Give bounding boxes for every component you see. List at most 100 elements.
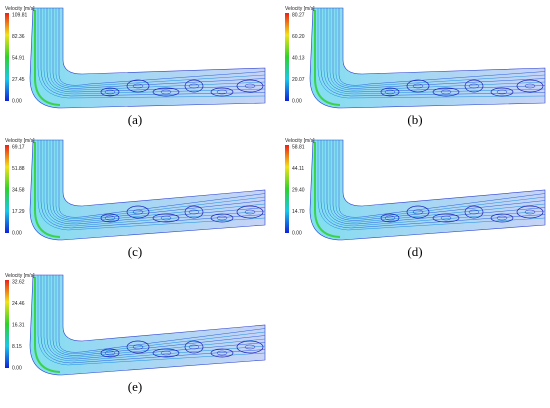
flow-domain [29,139,266,241]
streamline [37,275,266,366]
legend-tick-label: 34.58 [12,187,25,193]
legend-tick-label: 8.15 [12,344,22,350]
vortex [100,348,120,358]
vortex [210,348,234,358]
vortex [384,89,396,95]
vortex [464,79,484,93]
vortex [380,87,400,97]
legend-tick-label: 24.46 [12,301,25,307]
streamline [46,8,266,93]
vortex [104,89,116,95]
streamline [335,8,546,87]
vortex [244,209,256,215]
streamline [49,140,266,223]
vortex [524,83,536,89]
vortex [516,205,544,219]
legend-tick-label: 109.81 [12,12,28,18]
vortex [152,348,180,358]
streamline [338,140,546,218]
panel: Velocity [m/s]32.62 24.46 16.31 8.15 0.00 (e) [5,273,266,394]
legend-tick-label: 27.45 [12,77,25,83]
streamline [326,8,546,93]
vortex [184,79,204,93]
vortex [244,83,256,89]
legend-tick-label: 17.29 [12,209,25,215]
vortex [516,79,544,93]
color-bar [5,13,9,101]
panel: Velocity [m/s]58.81 44.11 29.40 14.70 0.00 (d… [285,138,546,259]
vortex [188,344,200,350]
streamline [58,275,266,353]
vortex [132,209,144,215]
flow-domain [29,274,266,376]
streamline [37,140,266,231]
streamline [43,8,266,95]
streamline [40,275,266,364]
vortex [216,350,228,356]
streamline [55,8,266,87]
caption: (d) [407,244,422,259]
streamline [40,140,266,229]
vortex [104,350,116,356]
panel: Velocity [m/s]80.27 60.20 40.13 20.07 0.00 (b… [285,6,546,127]
vortex [100,87,120,97]
vortex [100,213,120,223]
legend-tick-label: 44.11 [292,166,304,172]
color-bar [285,13,289,101]
legend-tick-label: 16.31 [12,322,25,328]
vortex [490,213,514,223]
vortex [440,215,452,221]
vortex [432,213,460,223]
streamline [52,140,266,221]
legend-tick-label: 82.36 [12,34,25,40]
vortex [188,83,200,89]
vortex [210,87,234,97]
streamline [329,8,546,91]
vortex [216,89,228,95]
vortex [104,215,116,221]
streamline [326,140,546,225]
legend-tick-label: 0.00 [292,230,302,236]
streamline [338,8,546,86]
legend-tick-label: 60.20 [292,34,305,40]
vortex [132,83,144,89]
vortex [160,89,172,95]
vortex [412,83,424,89]
caption: (b) [407,112,422,127]
streamline [317,140,546,231]
vortex [244,344,256,350]
vortex [464,205,484,219]
panel: Velocity [m/s]69.17 51.88 34.58 17.29 0.00 (c… [5,138,266,259]
streamline [332,140,546,221]
panel: Velocity [m/s]109.81 82.36 54.91 27.45 0.00 (… [5,6,266,127]
legend-title: Velocity [m/s] [285,6,315,12]
legend-tick-label: 14.70 [292,209,305,215]
vortex [188,209,200,215]
streamline [52,8,266,89]
legend-tick-label: 58.81 [292,144,305,150]
streamline [37,8,266,99]
wall-jet [34,142,61,238]
streamline [49,8,266,91]
legend-title: Velocity [m/s] [5,138,35,144]
legend-tick-label: 29.40 [292,187,305,193]
vortex [490,87,514,97]
vortex [468,209,480,215]
wall-jet [314,10,341,106]
legend-tick-label: 40.13 [292,55,305,61]
streamline [335,140,546,219]
flow-domain [29,7,266,109]
vortex [152,213,180,223]
streamline [58,140,266,218]
vortex [384,215,396,221]
streamline [332,8,546,89]
vortex [432,87,460,97]
legend-tick-label: 20.07 [292,77,305,83]
streamline [323,8,546,95]
legend-tick-label: 0.00 [12,98,22,104]
flow-domain [309,139,546,241]
streamline [49,275,266,358]
color-bar [5,145,9,233]
legend-title: Velocity [m/s] [5,6,35,12]
